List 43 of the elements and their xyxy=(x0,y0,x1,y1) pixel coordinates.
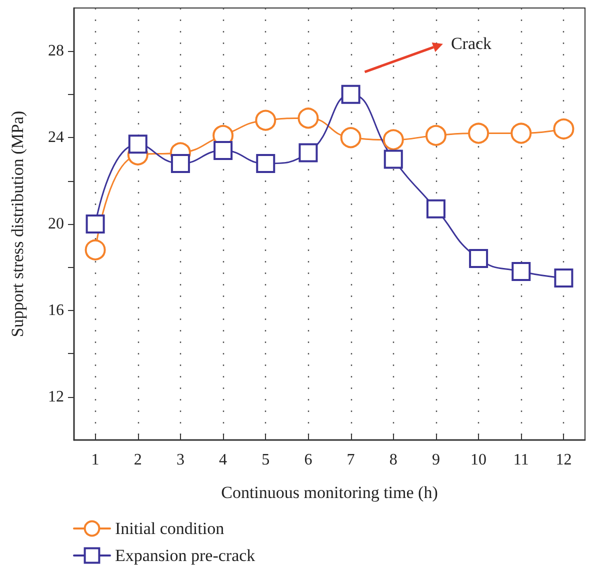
point xyxy=(214,141,233,160)
y-tick-label: 12 xyxy=(48,388,64,406)
point xyxy=(382,129,404,150)
point xyxy=(298,108,319,129)
y-axis-title: Support stress distribution (MPa) xyxy=(8,110,27,338)
point xyxy=(170,154,190,174)
x-tick-label: 1 xyxy=(91,452,100,468)
legend-label: Initial condition xyxy=(115,519,225,538)
y-tick-label: 16 xyxy=(48,302,64,319)
point xyxy=(86,214,105,234)
point xyxy=(510,122,532,144)
point xyxy=(554,268,574,288)
x-tick-label: 9 xyxy=(432,452,440,468)
point xyxy=(553,118,574,140)
y-tick-label: 20 xyxy=(48,216,64,232)
x-tick-label: 3 xyxy=(176,452,184,468)
point xyxy=(384,150,403,169)
x-tick-label: 8 xyxy=(389,452,398,468)
x-tick-label: 12 xyxy=(556,452,572,468)
point xyxy=(468,122,490,144)
x-tick-label: 2 xyxy=(134,452,142,468)
point xyxy=(255,110,276,131)
x-tick-label: 10 xyxy=(470,452,487,468)
x-axis-title: Continuous monitoring time (h) xyxy=(221,483,438,502)
point xyxy=(341,84,360,104)
point xyxy=(340,127,362,148)
x-tick-label: 4 xyxy=(219,452,228,468)
x-tick-label: 11 xyxy=(513,452,529,468)
y-tick-label: 24 xyxy=(48,129,64,146)
annotation: Crack xyxy=(450,34,492,53)
x-tick-label: 7 xyxy=(346,452,355,468)
x-tick-label: 5 xyxy=(262,452,270,468)
point xyxy=(426,199,446,218)
point xyxy=(425,124,446,146)
point xyxy=(128,134,148,154)
x-tick-label: 6 xyxy=(304,452,312,468)
point xyxy=(512,262,531,282)
point xyxy=(469,249,488,268)
point xyxy=(298,143,318,162)
legend-label: Expansion pre-crack xyxy=(115,546,256,565)
point xyxy=(84,239,106,260)
point xyxy=(256,154,276,174)
y-tick-label: 28 xyxy=(48,42,64,60)
